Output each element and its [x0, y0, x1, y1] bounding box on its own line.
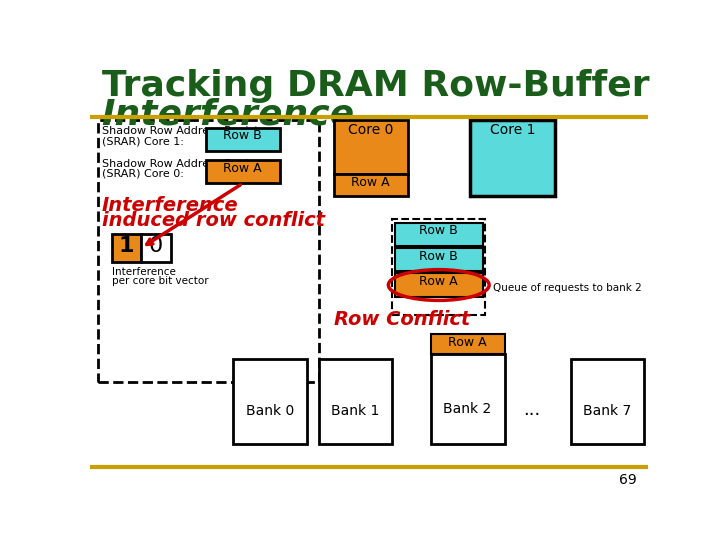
- Bar: [233, 359, 307, 444]
- Text: Bank 0: Bank 0: [246, 404, 294, 418]
- Bar: [570, 359, 644, 444]
- Text: Shadow Row Address Register: Shadow Row Address Register: [102, 126, 270, 137]
- Bar: [395, 222, 483, 246]
- Text: (SRAR) Core 1:: (SRAR) Core 1:: [102, 137, 184, 146]
- Text: induced row conflict: induced row conflict: [102, 211, 325, 230]
- Text: Row A: Row A: [223, 162, 262, 175]
- Bar: [431, 334, 505, 354]
- Bar: [319, 359, 392, 444]
- Text: Interference: Interference: [102, 97, 355, 131]
- Text: Bank 7: Bank 7: [582, 404, 631, 418]
- Text: Row B: Row B: [223, 130, 262, 143]
- Text: Row B: Row B: [419, 249, 458, 262]
- Text: Bank 1: Bank 1: [331, 404, 379, 418]
- Bar: [98, 120, 319, 382]
- Text: Shadow Row Address Register: Shadow Row Address Register: [102, 159, 270, 168]
- Text: Row B: Row B: [419, 224, 458, 237]
- Text: ...: ...: [523, 401, 541, 418]
- Bar: [392, 219, 485, 315]
- Text: Tracking DRAM Row-Buffer: Tracking DRAM Row-Buffer: [102, 69, 649, 103]
- Text: Row A: Row A: [448, 336, 487, 349]
- Bar: [141, 234, 171, 262]
- Text: Queue of requests to bank 2: Queue of requests to bank 2: [493, 284, 642, 293]
- Bar: [395, 248, 483, 271]
- Bar: [395, 273, 483, 296]
- Bar: [469, 120, 555, 195]
- Text: Core 1: Core 1: [490, 123, 535, 137]
- Text: Core 0: Core 0: [348, 123, 393, 137]
- Bar: [112, 234, 141, 262]
- Text: 1: 1: [119, 236, 134, 256]
- Bar: [334, 120, 408, 174]
- Bar: [206, 128, 280, 151]
- Text: Interference: Interference: [102, 195, 238, 215]
- Text: Row A: Row A: [420, 275, 458, 288]
- Text: Bank 2: Bank 2: [444, 402, 492, 416]
- Text: Row A: Row A: [351, 176, 390, 188]
- Text: per core bit vector: per core bit vector: [112, 276, 208, 286]
- Bar: [431, 354, 505, 444]
- Text: Interference: Interference: [112, 267, 176, 276]
- Bar: [206, 160, 280, 184]
- Bar: [334, 174, 408, 195]
- Text: (SRAR) Core 0:: (SRAR) Core 0:: [102, 168, 184, 179]
- Text: 69: 69: [618, 473, 636, 487]
- Text: Row Conflict: Row Conflict: [334, 309, 470, 329]
- Text: 0: 0: [149, 236, 163, 256]
